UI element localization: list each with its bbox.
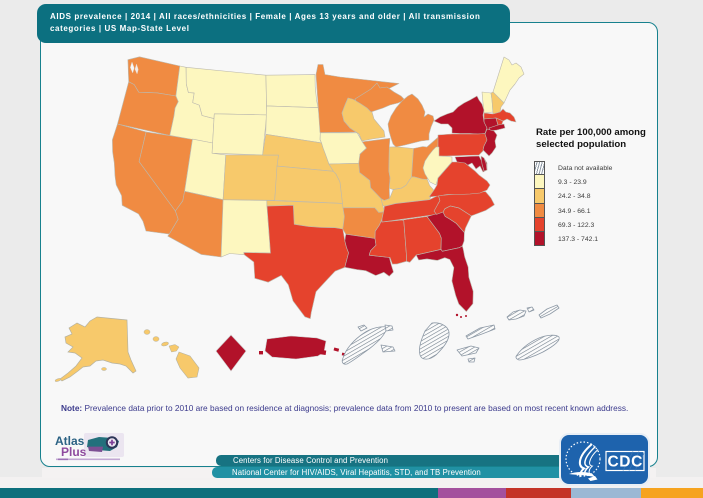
svg-text:CDC: CDC [608, 454, 643, 471]
svg-text:Plus: Plus [61, 445, 87, 459]
svg-text:Atlas: Atlas [55, 434, 85, 448]
